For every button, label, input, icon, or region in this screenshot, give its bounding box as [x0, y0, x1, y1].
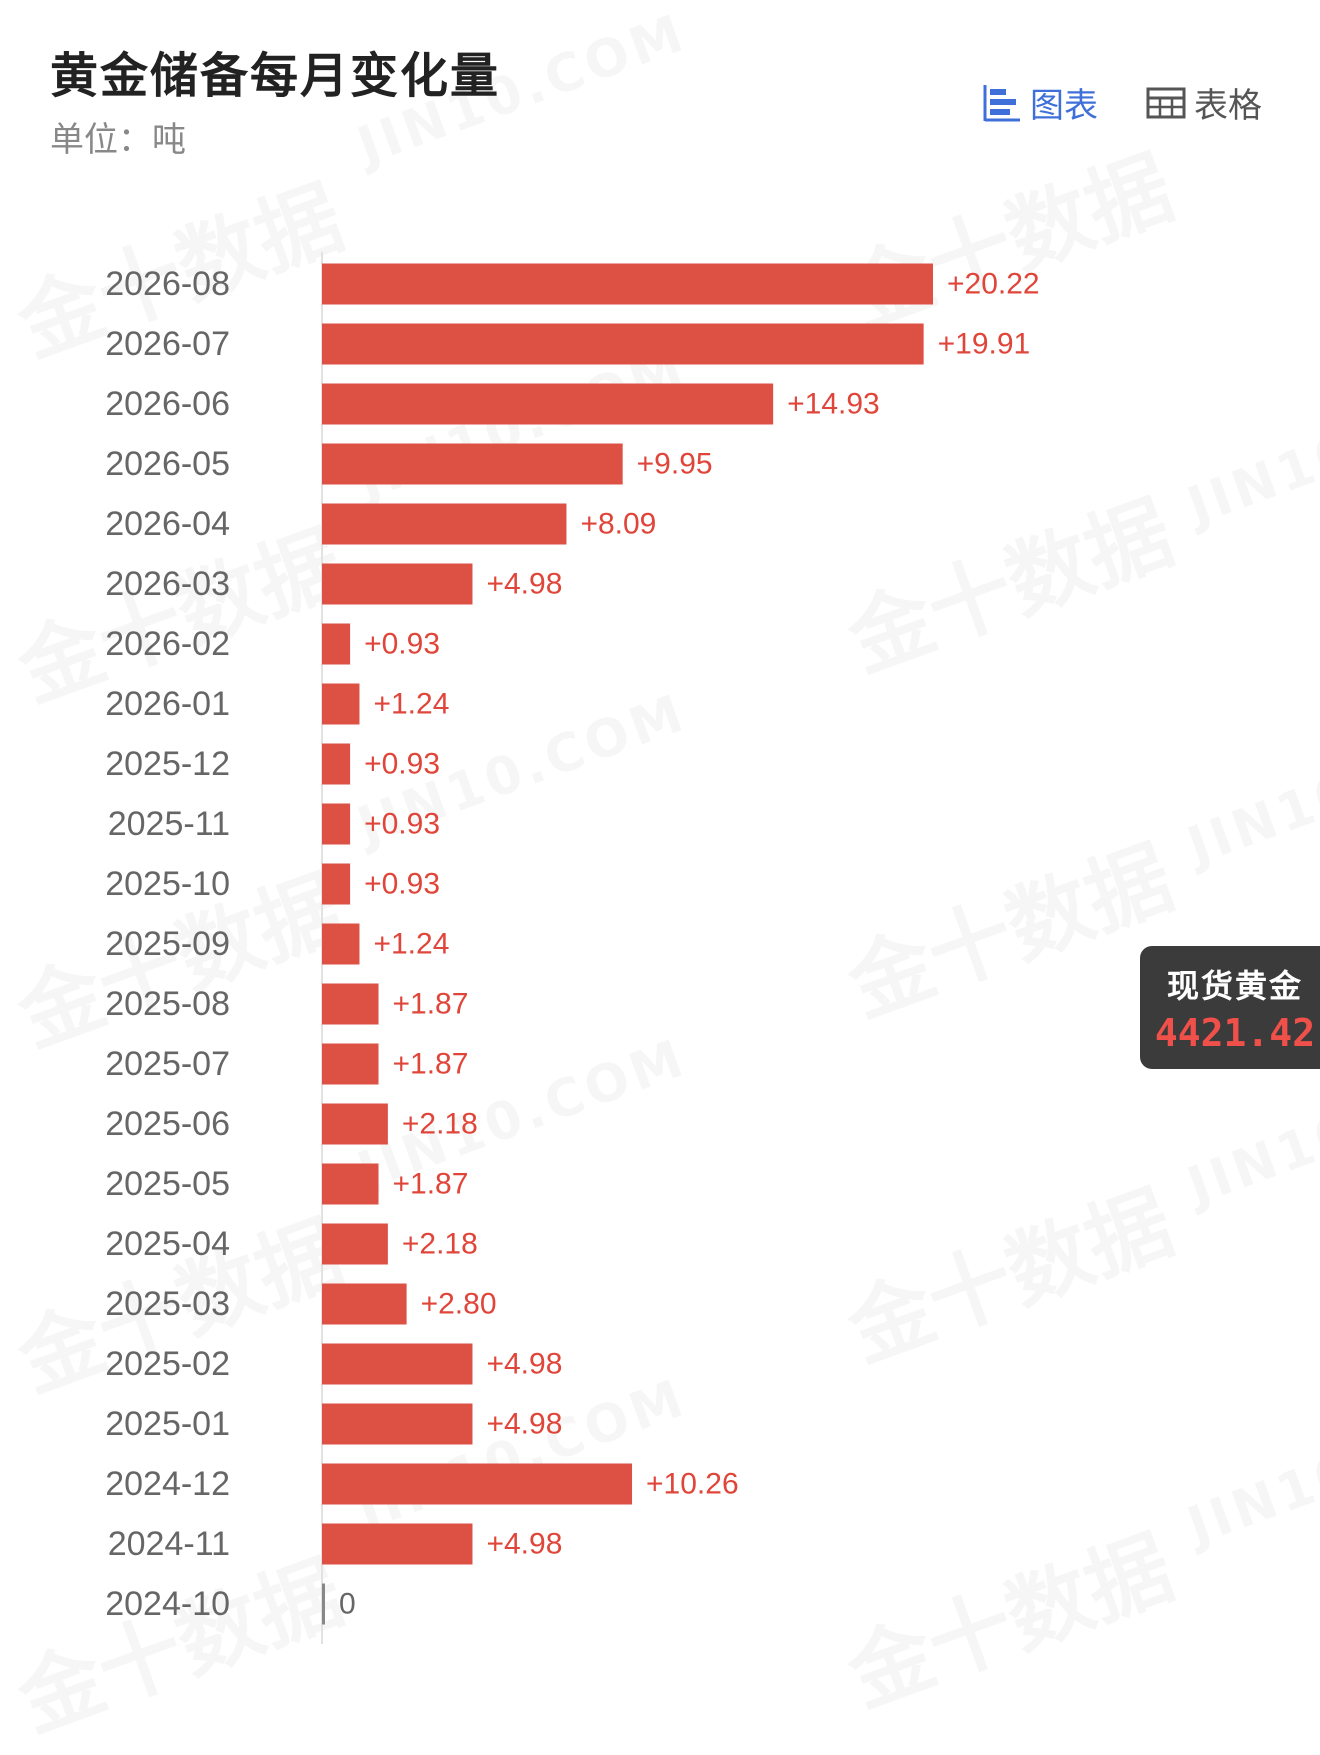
category-label-2026-01: 2026-01	[105, 685, 230, 723]
category-label-2025-10: 2025-10	[105, 865, 230, 903]
bar-2025-08[interactable]	[322, 983, 379, 1025]
bar-2025-06[interactable]	[322, 1103, 388, 1145]
category-label-2025-01: 2025-01	[105, 1405, 230, 1443]
value-label-2025-02: +4.98	[486, 1348, 562, 1381]
value-label-2025-07: +1.87	[393, 1048, 469, 1081]
category-label-2026-05: 2026-05	[105, 445, 230, 483]
bar-2025-02[interactable]	[322, 1343, 473, 1385]
category-label-2025-04: 2025-04	[105, 1225, 230, 1263]
category-label-2026-02: 2026-02	[105, 625, 230, 663]
table-grid-icon	[1146, 87, 1186, 118]
value-label-2026-04: +8.09	[580, 508, 656, 541]
bar-2025-10[interactable]	[322, 863, 351, 905]
category-label-2026-08: 2026-08	[105, 265, 230, 303]
category-label-2024-11: 2024-11	[108, 1525, 230, 1563]
value-label-2025-10: +0.93	[364, 868, 440, 901]
table-view-label: 表格	[1194, 86, 1262, 126]
value-label-2026-07: +19.91	[938, 328, 1031, 361]
category-label-2024-10: 2024-10	[105, 1585, 230, 1623]
value-label-2025-06: +2.18	[402, 1108, 478, 1141]
value-label-2026-06: +14.93	[787, 388, 880, 421]
value-label-2026-01: +1.24	[373, 688, 449, 721]
bar-2025-01[interactable]	[322, 1403, 473, 1445]
bar-2026-02[interactable]	[322, 623, 351, 665]
value-label-2025-11: +0.93	[364, 808, 440, 841]
category-label-2026-04: 2026-04	[105, 505, 230, 543]
bar-2025-09[interactable]	[322, 923, 360, 965]
bar-2026-06[interactable]	[322, 383, 774, 425]
category-label-2025-02: 2025-02	[105, 1345, 230, 1383]
unit-label: 单位：吨	[50, 120, 186, 160]
bar-2024-10[interactable]	[322, 1583, 325, 1625]
chart-view-toggle[interactable]: 图表	[982, 78, 1098, 127]
value-label-2025-08: +1.87	[393, 988, 469, 1021]
table-view-toggle[interactable]: 表格	[1146, 78, 1262, 127]
bar-chart-icon	[983, 84, 1020, 121]
value-label-2025-04: +2.18	[402, 1228, 478, 1261]
value-label-2025-12: +0.93	[364, 748, 440, 781]
category-label-2025-07: 2025-07	[105, 1045, 230, 1083]
spot-gold-price: 4421.42	[1154, 1010, 1316, 1055]
value-label-2024-11: +4.98	[486, 1528, 562, 1561]
bar-2026-08[interactable]	[322, 263, 933, 305]
value-label-2025-05: +1.87	[393, 1168, 469, 1201]
spot-gold-label: 现货黄金	[1166, 966, 1303, 1005]
bar-2025-11[interactable]	[322, 803, 351, 845]
value-label-2024-10: 0	[339, 1588, 356, 1621]
category-label-2025-08: 2025-08	[105, 985, 230, 1023]
spot-gold-price-widget[interactable]: 现货黄金 4421.42	[1140, 946, 1320, 1069]
category-label-2025-11: 2025-11	[108, 805, 230, 843]
bar-2026-01[interactable]	[322, 683, 360, 725]
value-label-2025-01: +4.98	[486, 1408, 562, 1441]
bar-2026-07[interactable]	[322, 323, 924, 365]
bar-2026-04[interactable]	[322, 503, 567, 545]
bar-2025-12[interactable]	[322, 743, 351, 785]
category-label-2026-07: 2026-07	[105, 325, 230, 363]
page-title: 黄金储备每月变化量	[50, 48, 501, 104]
bar-2026-05[interactable]	[322, 443, 623, 485]
bars	[322, 263, 933, 1625]
bar-2025-03[interactable]	[322, 1283, 407, 1325]
bar-2024-12[interactable]	[322, 1463, 633, 1505]
value-label-2026-03: +4.98	[486, 568, 562, 601]
value-label-2025-09: +1.24	[373, 928, 449, 961]
category-label-2026-06: 2026-06	[105, 385, 230, 423]
category-label-2025-06: 2025-06	[105, 1105, 230, 1143]
category-labels: 2026-08 2026-07 2026-06 2026-05 2026-04 2026-…	[105, 265, 230, 1623]
chart-view-label: 图表	[1030, 86, 1098, 126]
category-label-2025-12: 2025-12	[105, 745, 230, 783]
bar-chart: 2026-08 2026-07 2026-06 2026-05 2026-04 2026-…	[105, 252, 1040, 1644]
value-label-2025-03: +2.80	[421, 1288, 497, 1321]
category-label-2024-12: 2024-12	[105, 1465, 230, 1503]
category-label-2025-09: 2025-09	[105, 925, 230, 963]
bar-2025-05[interactable]	[322, 1163, 379, 1205]
value-label-2026-05: +9.95	[637, 448, 713, 481]
value-label-2026-08: +20.22	[947, 268, 1040, 301]
category-label-2025-03: 2025-03	[105, 1285, 230, 1323]
bar-2024-11[interactable]	[322, 1523, 473, 1565]
bar-2026-03[interactable]	[322, 563, 473, 605]
category-label-2026-03: 2026-03	[105, 565, 230, 603]
bar-2025-07[interactable]	[322, 1043, 379, 1085]
value-label-2024-12: +10.26	[646, 1468, 739, 1501]
bar-2025-04[interactable]	[322, 1223, 388, 1265]
category-label-2025-05: 2025-05	[105, 1165, 230, 1203]
value-label-2026-02: +0.93	[364, 628, 440, 661]
value-labels: +20.22 +19.91 +14.93 +9.95 +8.09 +4.98 +0.93 +1…	[339, 268, 1040, 1621]
